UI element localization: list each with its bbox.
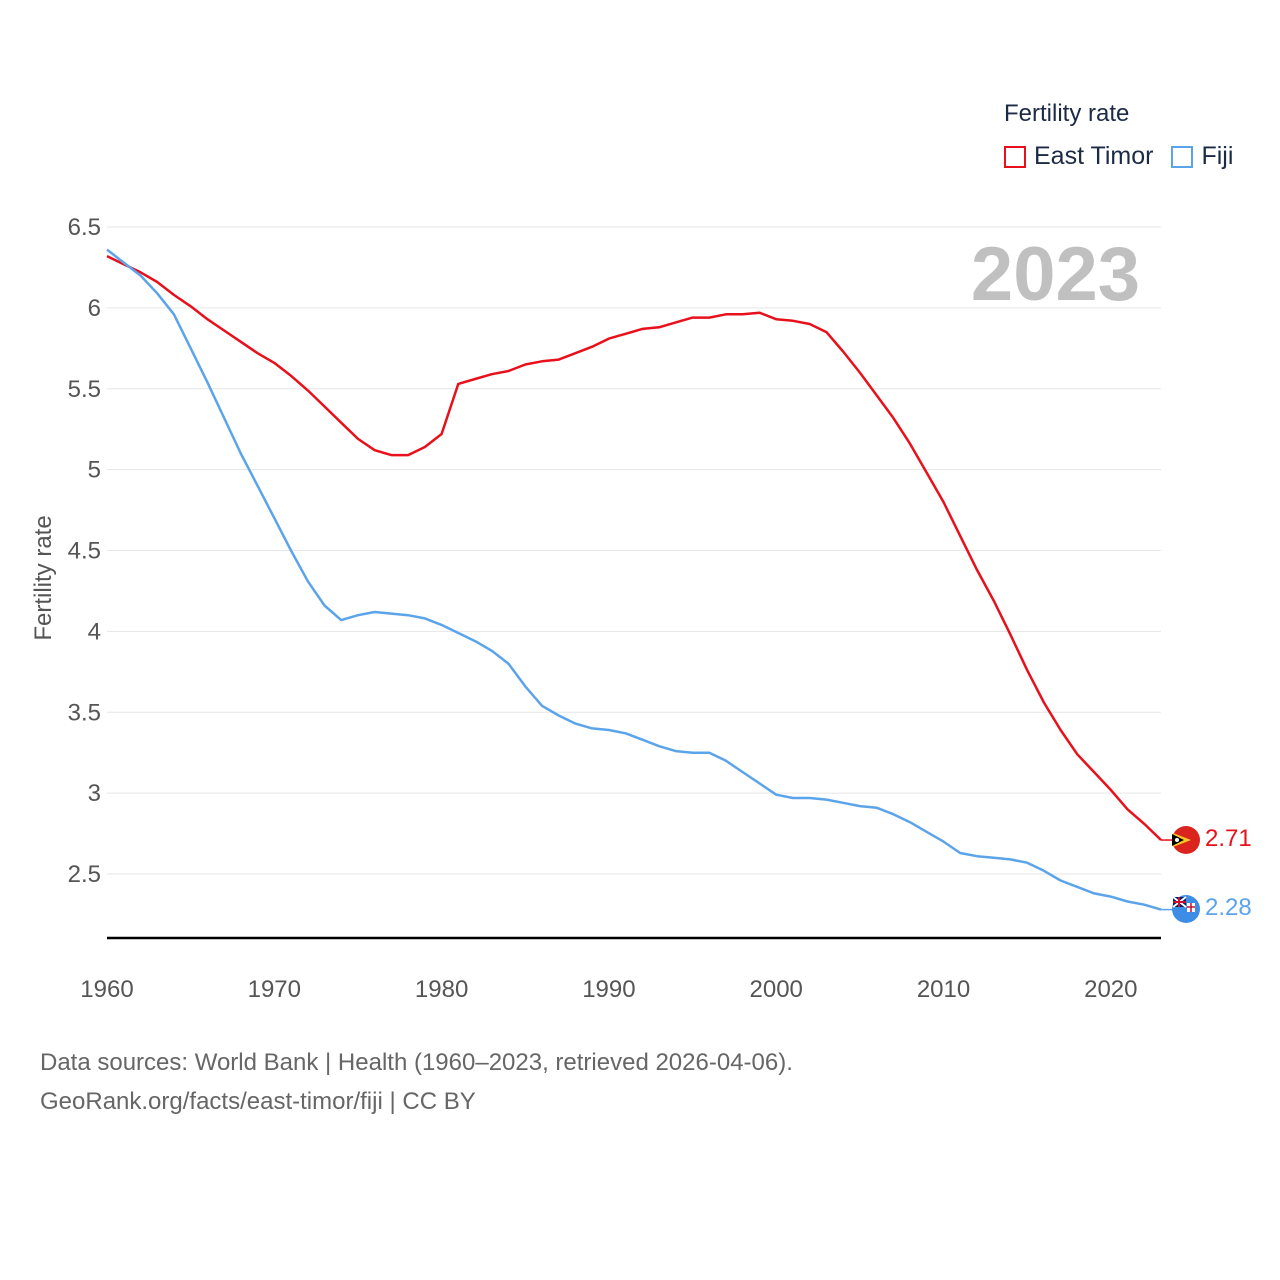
x-tick-label: 2020 — [1084, 976, 1137, 1003]
legend-label-fiji: Fiji — [1201, 142, 1234, 170]
legend-item-fiji[interactable]: Fiji — [1171, 142, 1233, 171]
y-tick-label: 6.5 — [68, 214, 101, 241]
y-tick-label: 6 — [88, 295, 101, 322]
x-tick-label: 1980 — [415, 976, 468, 1003]
x-tick-label: 1990 — [582, 976, 635, 1003]
legend-title: Fertility rate — [1004, 100, 1130, 127]
y-tick-label: 4 — [88, 618, 101, 645]
y-tick-label: 3 — [88, 780, 101, 807]
source-line-2: GeoRank.org/facts/east-timor/fiji | CC B… — [40, 1088, 476, 1115]
series-end-markers: 2.71 2.28 — [1172, 825, 1252, 923]
east-timor-flag-icon — [1172, 826, 1200, 854]
east-timor-end-value: 2.71 — [1205, 825, 1252, 852]
y-tick-labels: 2.5 3 3.5 4 4.5 5 5.5 6 6.5 — [68, 214, 101, 888]
fiji-flag-icon — [1172, 895, 1200, 923]
series-line-east-timor[interactable] — [106, 254, 1162, 841]
y-axis-label: Fertility rate — [30, 515, 57, 640]
x-tick-labels: 1960 1970 1980 1990 2000 2010 2020 — [80, 976, 1137, 1003]
gridlines — [107, 226, 1161, 875]
y-tick-label: 3.5 — [68, 699, 101, 726]
x-tick-label: 1970 — [248, 976, 301, 1003]
year-watermark: 2023 — [971, 232, 1140, 317]
y-tick-label: 5 — [88, 457, 101, 484]
legend: East Timor Fiji — [1004, 142, 1233, 171]
source-note: Data sources: World Bank | Health (1960–… — [40, 1043, 793, 1121]
legend-swatch-east-timor — [1004, 145, 1026, 168]
legend-label-east-timor: East Timor — [1034, 142, 1154, 170]
x-tick-label: 1960 — [80, 976, 133, 1003]
y-tick-label: 5.5 — [68, 376, 101, 403]
series-lines — [106, 248, 1173, 911]
x-tick-label: 2000 — [750, 976, 803, 1003]
series-line-fiji[interactable] — [106, 248, 1162, 911]
y-tick-label: 4.5 — [68, 538, 101, 565]
fiji-end-value: 2.28 — [1205, 894, 1252, 921]
y-tick-label: 2.5 — [68, 861, 101, 888]
x-tick-label: 2010 — [917, 976, 970, 1003]
legend-swatch-fiji — [1171, 145, 1194, 168]
source-line-1: Data sources: World Bank | Health (1960–… — [40, 1049, 793, 1076]
legend-item-east-timor[interactable]: East Timor — [1004, 142, 1153, 171]
